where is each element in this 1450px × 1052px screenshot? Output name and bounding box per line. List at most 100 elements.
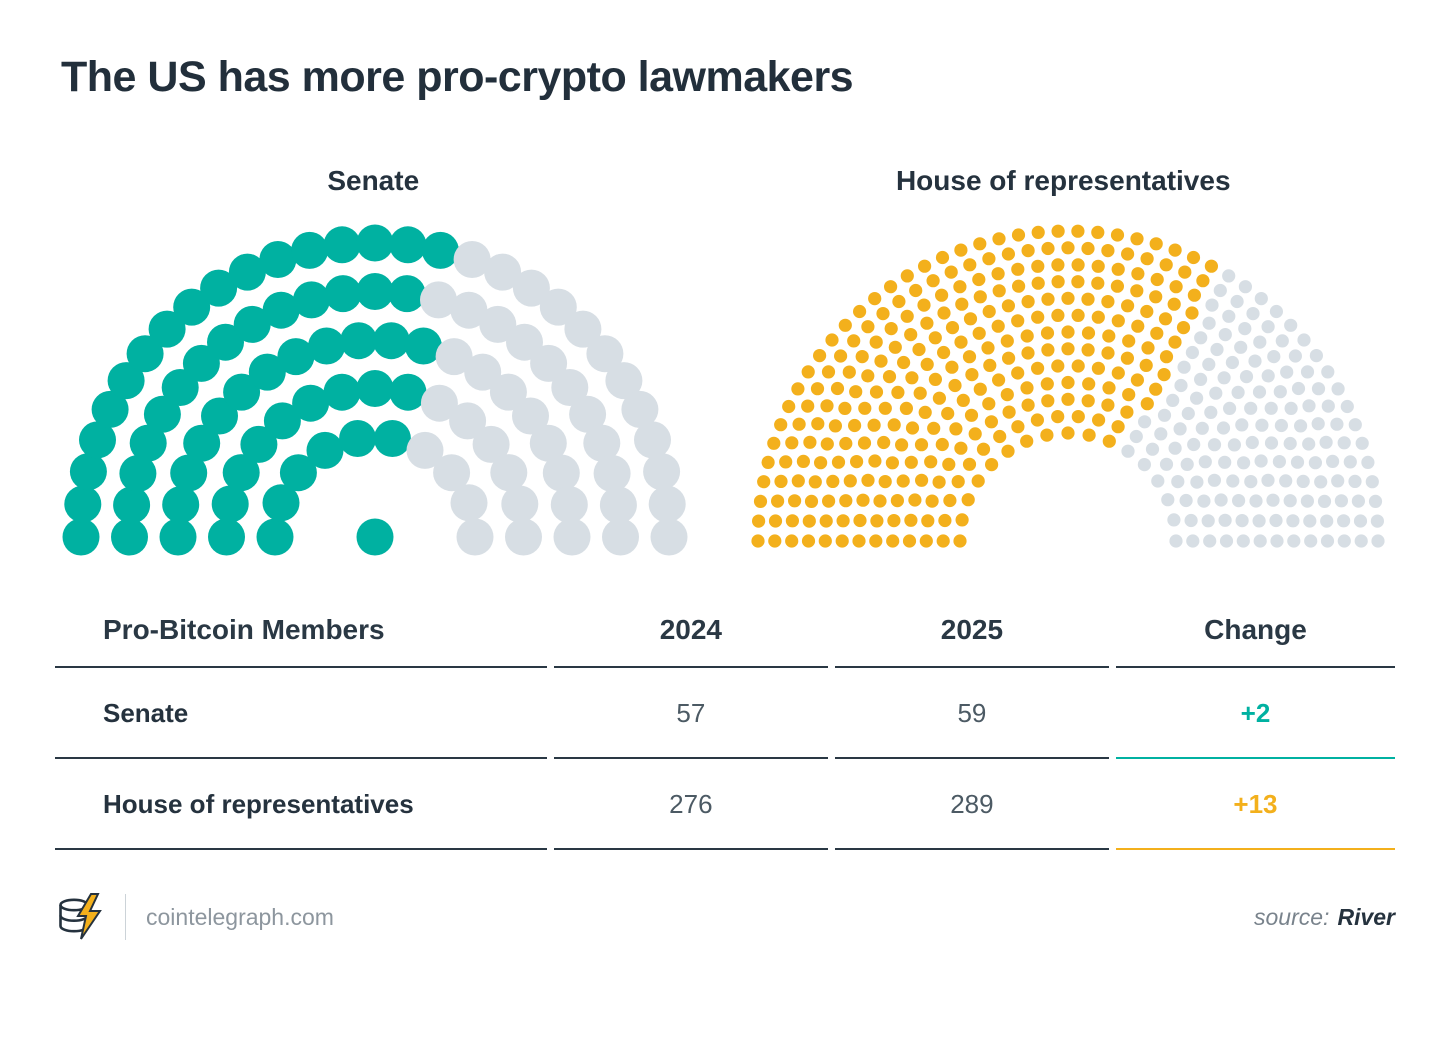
table-header-members: Pro-Bitcoin Members — [55, 610, 547, 669]
seat-dot — [1160, 350, 1174, 364]
seat-dot — [884, 280, 898, 294]
seat-dot — [835, 534, 850, 548]
seat-dot — [757, 475, 771, 489]
seat-dot — [1304, 534, 1318, 548]
seat-dot — [1218, 328, 1233, 342]
seat-dot — [1051, 224, 1065, 239]
seat-dot — [779, 455, 793, 469]
seat-dot — [811, 382, 825, 396]
seat-dot — [1002, 299, 1016, 313]
seat-dot — [62, 518, 100, 556]
seat-dot — [1012, 228, 1026, 242]
seat-dot — [248, 353, 286, 391]
seat-dot — [1169, 280, 1183, 294]
seat-dot — [1121, 299, 1135, 313]
seat-dot — [915, 438, 929, 452]
seat-dot — [1091, 226, 1105, 240]
seat-dot — [1131, 267, 1145, 281]
seat-dot — [1337, 534, 1352, 548]
seat-dot — [389, 373, 427, 411]
seat-dot — [1082, 377, 1096, 391]
seat-dot — [836, 514, 850, 528]
seat-dot — [450, 484, 488, 522]
seat-dot — [1235, 514, 1249, 528]
footer-site[interactable]: cointelegraph.com — [146, 903, 334, 930]
seat-dot — [1139, 359, 1154, 373]
seat-dot — [1204, 406, 1218, 420]
seat-dot — [1173, 422, 1187, 436]
seat-dot — [1244, 401, 1258, 416]
seat-dot — [965, 368, 979, 382]
seat-dot — [928, 331, 943, 345]
seat-dot — [506, 323, 543, 361]
seat-dot — [920, 316, 934, 331]
seat-dot — [129, 424, 167, 462]
seat-dot — [340, 322, 378, 360]
seat-dot — [1150, 326, 1164, 341]
seat-dot — [1246, 307, 1260, 321]
seat-dot — [1287, 534, 1301, 548]
lightning-bolt-icon — [76, 893, 102, 940]
seat-dot — [941, 407, 955, 421]
seat-dot — [1121, 247, 1135, 261]
seat-dot — [820, 437, 835, 451]
seat-dot — [869, 534, 883, 548]
seat-dot — [1071, 410, 1086, 424]
seat-dot — [983, 359, 997, 373]
seat-dot — [1348, 475, 1362, 489]
seat-dot — [1177, 360, 1191, 375]
seat-dot — [373, 420, 411, 458]
seat-dot — [292, 384, 330, 422]
seat-dot — [1261, 320, 1275, 334]
seat-dot — [892, 295, 906, 309]
seat-dot — [1194, 331, 1208, 345]
seat-dot — [935, 438, 950, 452]
seat-dot — [569, 396, 607, 434]
seat-dot — [1340, 400, 1355, 414]
seat-dot — [897, 356, 911, 370]
seat-dot — [873, 494, 887, 508]
seat-dot — [1168, 335, 1182, 349]
seat-dot — [262, 291, 300, 329]
seat-dot — [1011, 366, 1025, 380]
seat-dot — [1248, 354, 1262, 368]
seat-dot — [1309, 456, 1323, 470]
seat-dot — [389, 226, 427, 264]
seat-dot — [433, 454, 471, 492]
seat-dot — [1031, 276, 1046, 291]
seat-dot — [1202, 316, 1216, 331]
seat-dot — [1101, 346, 1115, 360]
seat-dot — [945, 360, 959, 375]
seat-dot — [992, 232, 1006, 246]
seat-dot — [1102, 329, 1116, 343]
table-row-house-label: House of representatives — [55, 759, 547, 851]
seat-dot — [1209, 386, 1223, 401]
seat-dot — [1138, 415, 1152, 429]
seat-dot — [356, 370, 394, 408]
seat-dot — [1021, 295, 1035, 309]
seat-dot — [904, 455, 919, 470]
seat-dot — [1218, 455, 1232, 470]
seat-dot — [1291, 455, 1305, 470]
seat-dot — [878, 475, 893, 489]
seat-dot — [1361, 456, 1375, 470]
page-title: The US has more pro-crypto lawmakers — [61, 53, 854, 101]
seat-dot — [1012, 279, 1026, 294]
seat-dot — [1266, 493, 1280, 508]
seat-dot — [1091, 310, 1106, 325]
seat-dot — [1220, 534, 1234, 548]
seat-dot — [453, 241, 491, 279]
seat-dot — [909, 284, 923, 298]
seat-dot — [1275, 419, 1289, 433]
seat-dot — [1330, 417, 1344, 432]
seat-dot — [1326, 455, 1340, 469]
seat-dot — [1101, 295, 1115, 309]
seat-dot — [1111, 314, 1126, 328]
table-row-house-2024: 276 — [553, 759, 828, 851]
seat-dot — [1302, 437, 1316, 451]
seat-dot — [937, 306, 951, 320]
seat-dot — [1020, 329, 1035, 343]
seat-dot — [963, 258, 977, 272]
seat-dot — [406, 432, 444, 470]
